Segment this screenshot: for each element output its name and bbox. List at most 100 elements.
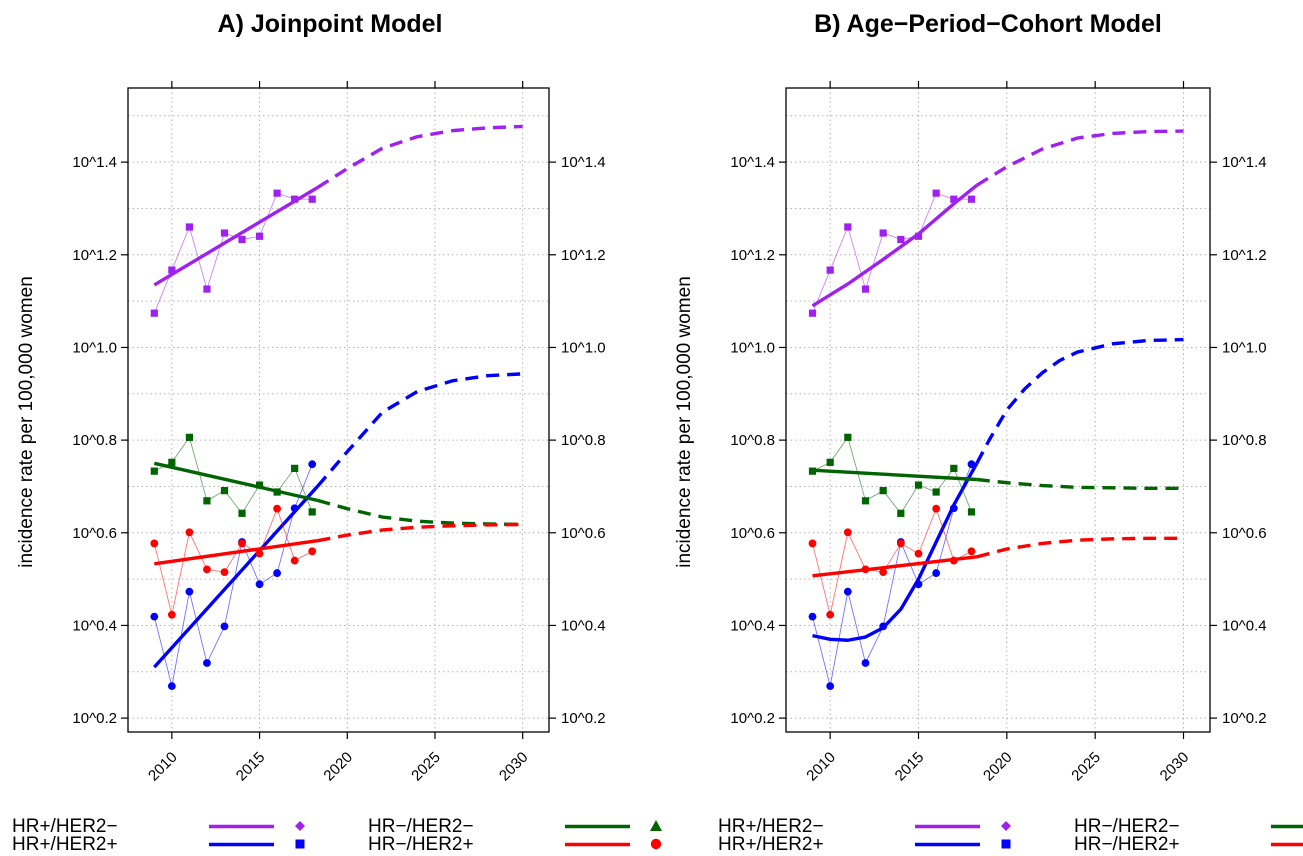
y-tick-label-right: 10^0.2 — [561, 710, 606, 727]
legend: HR+/HER2−HR+/HER2+ HR−/HER2−HR−/HER2+ — [718, 816, 1303, 855]
series-layer — [808, 129, 1184, 691]
data-point — [203, 497, 211, 505]
y-tick-label-left: 10^0.6 — [72, 525, 117, 542]
y-tick-label-right: 10^0.8 — [561, 432, 606, 449]
legend-item: HR+/HER2− — [718, 816, 1011, 837]
y-tick-label-left: 10^1.0 — [730, 339, 775, 356]
data-point — [150, 467, 158, 475]
legend-item: HR+/HER2+ — [718, 834, 1011, 855]
grid — [786, 88, 1210, 732]
data-point — [826, 266, 834, 274]
y-tick-label-left: 10^1.4 — [730, 154, 775, 171]
projection-line — [316, 372, 523, 488]
data-point — [290, 556, 299, 565]
series-HR+/HER2− — [150, 124, 523, 317]
y-tick-label-right: 10^0.6 — [1222, 525, 1267, 542]
data-point — [150, 539, 159, 548]
legend-item: HR+/HER2+ — [12, 834, 305, 855]
y-tick-label-left: 10^1.0 — [72, 339, 117, 356]
legend-item: HR−/HER2− — [1074, 816, 1303, 837]
data-point — [897, 235, 905, 244]
data-point — [150, 309, 158, 317]
axes: 2010 2015 2020 2025 2030 10^0.2 10^0.2 10^0.4 10… — [730, 81, 1267, 785]
y-tick-label-right: 10^1.4 — [561, 154, 606, 171]
observed-line — [153, 192, 313, 314]
data-point — [150, 612, 159, 621]
legend-label: HR+/HER2+ — [718, 834, 824, 855]
data-point — [932, 569, 941, 577]
data-point — [949, 504, 958, 513]
data-point — [238, 235, 246, 244]
data-point — [914, 481, 923, 489]
panel-age-period-cohort: B) Age−Period−Cohort Model incidence rat… — [674, 10, 1267, 784]
data-point — [826, 682, 835, 691]
data-point — [255, 232, 264, 240]
y-tick-label-right: 10^0.4 — [561, 617, 606, 634]
data-point — [220, 229, 229, 237]
data-point — [932, 189, 940, 197]
data-point — [967, 195, 976, 203]
legend-label: HR+/HER2+ — [12, 834, 118, 855]
series-layer — [150, 124, 523, 691]
data-point — [291, 464, 299, 472]
y-tick-label-left: 10^1.2 — [72, 247, 117, 264]
series-HR−/HER2− — [808, 433, 1184, 517]
data-point — [273, 189, 281, 197]
y-tick-label-left: 10^1.4 — [72, 154, 117, 171]
data-point — [932, 488, 940, 496]
y-tick-label-left: 10^0.8 — [730, 432, 775, 449]
observed-line — [812, 192, 972, 314]
data-point — [879, 622, 888, 631]
data-point — [168, 266, 176, 274]
fitted-line — [812, 468, 977, 482]
y-tick-label-right: 10^0.8 — [1222, 432, 1267, 449]
series-HR−/HER2+ — [808, 504, 1184, 619]
legend-symbol — [650, 838, 662, 850]
y-tick-label-right: 10^1.2 — [561, 247, 606, 264]
x-tick-label: 2030 — [1157, 749, 1193, 785]
data-point — [273, 569, 281, 577]
data-point — [203, 565, 211, 574]
x-tick-label: 2010 — [145, 749, 181, 785]
y-tick-label-right: 10^1.0 — [561, 339, 606, 356]
plot-frame — [127, 87, 550, 733]
grid — [128, 88, 549, 732]
data-point — [914, 549, 923, 558]
data-point — [167, 610, 176, 619]
data-point — [861, 659, 870, 667]
y-tick-label-right: 10^0.4 — [1222, 617, 1267, 634]
observed-line — [153, 507, 313, 615]
data-point — [220, 568, 229, 577]
y-tick-label-right: 10^1.2 — [1222, 247, 1267, 264]
data-point — [185, 528, 194, 537]
data-point — [844, 223, 852, 231]
data-point — [950, 195, 958, 203]
data-point — [897, 509, 905, 517]
legend-symbol — [295, 821, 305, 831]
data-point — [167, 682, 176, 691]
data-point — [879, 487, 887, 495]
legend-label: HR+/HER2− — [718, 816, 824, 837]
data-point — [808, 467, 817, 475]
y-tick-label-left: 10^1.2 — [730, 247, 775, 264]
fitted-line — [812, 462, 979, 642]
x-tick-label: 2030 — [496, 749, 532, 785]
projection-line — [975, 129, 1184, 187]
y-tick-label-left: 10^0.2 — [72, 710, 117, 727]
projection-line — [976, 536, 1184, 559]
data-point — [273, 504, 281, 513]
legend-symbol — [650, 820, 662, 831]
data-point — [914, 232, 923, 240]
data-point — [949, 556, 958, 565]
series-HR−/HER2+ — [150, 504, 523, 619]
projection-line — [975, 337, 1184, 465]
legend-item: HR−/HER2+ — [368, 834, 662, 855]
legend-label: HR+/HER2− — [12, 816, 118, 837]
data-point — [826, 610, 835, 619]
data-point — [967, 460, 976, 469]
legend-label: HR−/HER2+ — [368, 834, 474, 855]
data-point — [255, 580, 264, 589]
projection-line — [316, 124, 523, 190]
plot-frame — [785, 87, 1211, 733]
